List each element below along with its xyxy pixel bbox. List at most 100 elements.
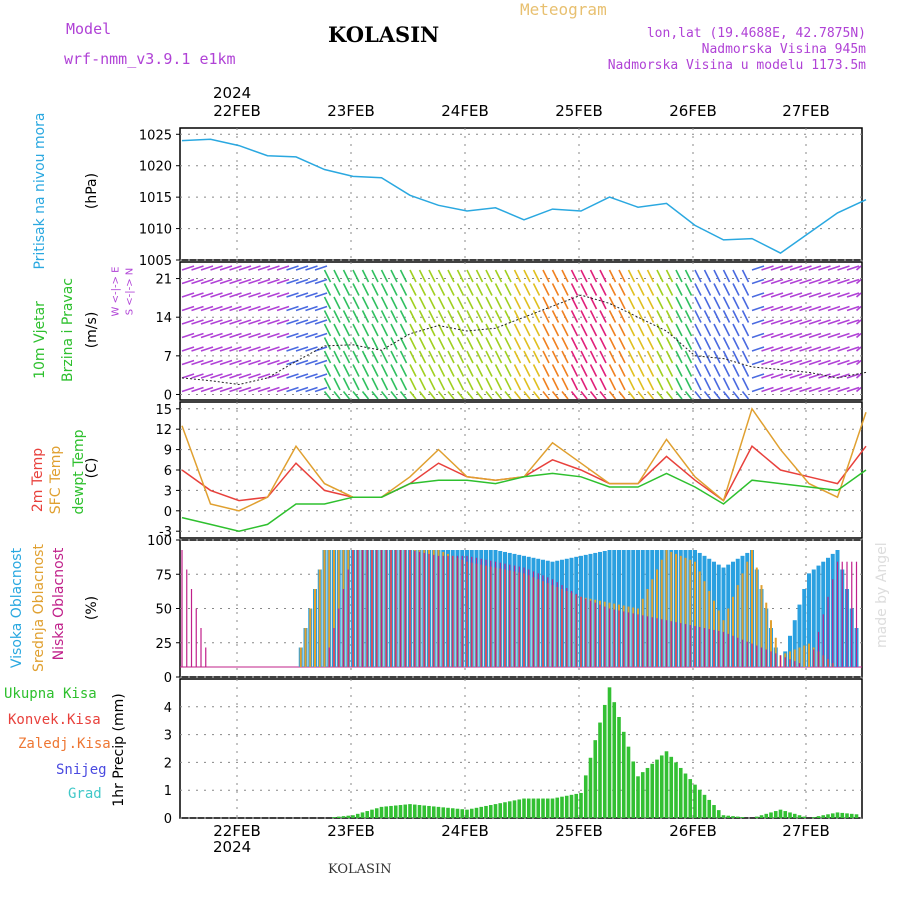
cloud-low-bar: [651, 617, 653, 667]
precip-bar: [674, 762, 678, 818]
wind-arrow: [409, 337, 417, 350]
wind-arrow: [741, 350, 750, 364]
y-tick-label: 1010: [139, 223, 172, 238]
wind-arrow: [770, 278, 784, 285]
wind-arrow: [542, 323, 550, 337]
cloud-high-bar: [816, 565, 821, 667]
wind-arrow: [286, 265, 299, 271]
pressure-line: [181, 138, 867, 254]
cloud-low-bar: [741, 639, 744, 667]
wind-arrow: [466, 350, 474, 364]
wind-arrow: [191, 332, 204, 339]
wind-arrow: [532, 364, 541, 377]
precip-bar: [759, 815, 764, 818]
wind-arrow: [684, 310, 693, 323]
wind-arrow: [323, 296, 332, 310]
cloud-low-bar: [646, 616, 649, 667]
cloud-low-bar: [418, 551, 421, 667]
precip-bar: [854, 814, 859, 818]
wind-arrow: [713, 296, 721, 310]
wind-arrow: [818, 346, 831, 352]
precip-bar: [669, 756, 674, 818]
wind-arrow: [485, 296, 493, 310]
wind-arrow: [551, 337, 560, 350]
wind-arrow: [371, 310, 379, 323]
cloud-low-bar: [694, 626, 696, 667]
cloud-low-bar: [775, 653, 777, 667]
wind-arrow: [761, 292, 774, 298]
cloud-low-bar: [623, 611, 625, 667]
wind-arrow: [390, 296, 398, 310]
wind-arrow: [257, 332, 271, 339]
wind-arrow: [447, 364, 455, 377]
wind-arrow: [646, 391, 655, 400]
wind-arrow: [846, 373, 860, 379]
wind-arrow: [248, 386, 261, 393]
wind-arrow: [371, 283, 379, 296]
wind-arrow: [722, 296, 731, 310]
wind-arrow: [238, 332, 252, 339]
wind-arrow: [323, 283, 332, 296]
station-title: KOLASIN: [328, 22, 440, 47]
wind-arrow: [694, 296, 702, 310]
wind-arrow: [466, 391, 474, 400]
wind-arrow: [447, 350, 455, 364]
wind-arrow: [390, 269, 398, 283]
wind-arrow: [238, 265, 252, 271]
wind-arrow: [703, 283, 712, 296]
wind-arrow: [532, 337, 541, 350]
wind-arrow: [732, 350, 740, 364]
precip-bar: [773, 811, 778, 818]
wind-arrow: [799, 386, 812, 393]
cloud-low-bar: [561, 585, 563, 667]
cloud-mid-bar: [665, 550, 668, 667]
cloud-low-bar: [836, 561, 839, 667]
date-label-bottom: 22FEB: [213, 822, 260, 840]
wind-arrow: [210, 319, 223, 325]
wind-arrow: [276, 386, 290, 393]
wind-arrow: [599, 283, 607, 296]
wind-arrow: [570, 337, 579, 350]
wind-arrow: [475, 377, 484, 391]
cloud-low-bar: [399, 550, 402, 667]
wind-arrow: [580, 350, 588, 364]
wind-arrow: [191, 305, 204, 312]
wind-arrow: [333, 364, 341, 377]
wind-arrow: [656, 364, 664, 377]
wind-arrow: [627, 364, 636, 377]
wind-arrow: [466, 323, 474, 337]
wind-arrow: [741, 283, 750, 296]
wind-arrow: [827, 278, 841, 285]
y-tick-label: 50: [155, 603, 172, 618]
wind-arrow: [732, 323, 740, 337]
wind-arrow: [257, 359, 271, 366]
wind-arrow: [713, 310, 721, 323]
wind-arrow: [855, 346, 862, 352]
precip-bar: [840, 812, 845, 818]
precip-bar: [797, 815, 802, 818]
wind-arrow: [323, 377, 332, 391]
cloud-mid-bar: [328, 550, 331, 667]
wind-arrow: [390, 310, 398, 323]
date-label-bottom: 24FEB: [441, 822, 488, 840]
wind-arrow: [323, 337, 332, 350]
wind-arrow: [466, 377, 474, 391]
wind-arrow: [267, 359, 280, 366]
cloud-low-bar: [570, 590, 573, 667]
wind-arrow: [409, 283, 417, 296]
wind-arrow: [637, 283, 645, 296]
wind-arrow: [627, 377, 636, 391]
wind-arrow: [219, 386, 233, 393]
wind-arrow: [418, 377, 427, 391]
precip-bar: [431, 806, 436, 818]
wind-arrow: [818, 292, 831, 298]
wind-arrow: [399, 391, 408, 400]
wind-arrow: [371, 269, 379, 283]
cloud-low-bar: [779, 655, 782, 667]
wind-arrow: [656, 269, 664, 283]
cloud-low-bar: [817, 631, 820, 667]
wind-arrow: [371, 337, 379, 350]
wind-arrow: [741, 269, 750, 283]
wind-arrow: [181, 265, 195, 271]
wind-arrow: [456, 391, 465, 400]
